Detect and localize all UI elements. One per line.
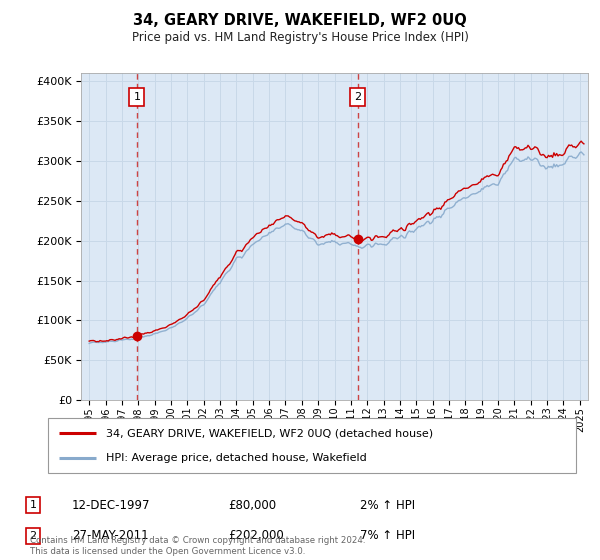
Text: 34, GEARY DRIVE, WAKEFIELD, WF2 0UQ (detached house): 34, GEARY DRIVE, WAKEFIELD, WF2 0UQ (det… (106, 428, 433, 438)
FancyBboxPatch shape (48, 418, 576, 473)
Text: 2: 2 (29, 531, 37, 541)
Text: Price paid vs. HM Land Registry's House Price Index (HPI): Price paid vs. HM Land Registry's House … (131, 31, 469, 44)
Text: 2% ↑ HPI: 2% ↑ HPI (360, 498, 415, 512)
Text: 12-DEC-1997: 12-DEC-1997 (72, 498, 151, 512)
Text: 7% ↑ HPI: 7% ↑ HPI (360, 529, 415, 543)
Text: £80,000: £80,000 (228, 498, 276, 512)
Text: 1: 1 (133, 92, 140, 102)
Text: £202,000: £202,000 (228, 529, 284, 543)
Text: 34, GEARY DRIVE, WAKEFIELD, WF2 0UQ: 34, GEARY DRIVE, WAKEFIELD, WF2 0UQ (133, 13, 467, 28)
Text: HPI: Average price, detached house, Wakefield: HPI: Average price, detached house, Wake… (106, 454, 367, 463)
Text: 1: 1 (29, 500, 37, 510)
Text: 27-MAY-2011: 27-MAY-2011 (72, 529, 149, 543)
Text: Contains HM Land Registry data © Crown copyright and database right 2024.
This d: Contains HM Land Registry data © Crown c… (30, 536, 365, 556)
Text: 2: 2 (354, 92, 361, 102)
